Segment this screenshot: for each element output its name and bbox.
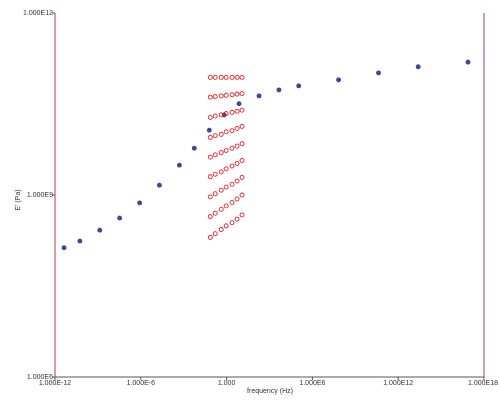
data-point: [229, 200, 235, 206]
data-point: [137, 200, 143, 206]
data-point: [415, 64, 421, 70]
data-point: [256, 93, 262, 99]
data-point: [229, 145, 235, 151]
data-point: [239, 91, 245, 97]
data-point: [218, 131, 224, 137]
data-point: [229, 128, 235, 134]
data-point: [234, 126, 240, 131]
data-point: [218, 187, 224, 193]
y-axis-label: E' (Pa): [15, 189, 22, 210]
data-point: [207, 214, 213, 220]
data-point: [212, 152, 218, 158]
x-tick-label: 1.000E18: [468, 380, 498, 387]
data-point: [239, 107, 245, 113]
data-point: [234, 216, 240, 222]
data-point: [61, 245, 67, 251]
data-point: [77, 238, 83, 244]
data-point: [176, 162, 182, 168]
data-point: [156, 182, 162, 188]
data-point: [239, 192, 245, 198]
data-point: [218, 169, 224, 175]
data-point: [223, 166, 229, 172]
data-point: [212, 210, 218, 216]
data-point: [296, 83, 302, 89]
data-point: [239, 141, 245, 147]
data-point: [223, 148, 229, 154]
x-tick-label: 1.000E6: [299, 380, 325, 387]
data-point: [212, 74, 218, 80]
data-point: [218, 150, 224, 156]
data-point: [207, 134, 213, 140]
data-point: [218, 206, 224, 212]
x-tick-label: 1.000E-12: [39, 380, 71, 387]
data-point: [212, 94, 218, 99]
data-point: [218, 74, 224, 80]
data-point: [223, 184, 229, 190]
data-point: [234, 74, 240, 80]
data-point: [212, 133, 218, 139]
data-point: [97, 227, 103, 233]
data-point: [207, 74, 213, 80]
data-point: [218, 93, 224, 99]
data-point: [117, 215, 123, 221]
data-point: [239, 123, 245, 129]
y-tick-label: 1.000E9: [27, 192, 53, 199]
data-point: [218, 227, 224, 232]
data-point: [223, 92, 229, 98]
data-point: [229, 163, 235, 169]
data-point: [236, 101, 242, 107]
data-point: [223, 203, 229, 209]
data-point: [218, 112, 224, 118]
data-point: [234, 161, 240, 166]
data-point: [212, 231, 218, 237]
data-point: [234, 178, 240, 184]
data-point: [229, 220, 235, 226]
data-point: [234, 108, 240, 114]
data-point: [206, 127, 212, 133]
data-point: [191, 145, 197, 151]
data-point: [229, 74, 235, 80]
data-point: [465, 59, 471, 65]
data-point: [234, 143, 240, 149]
data-point: [376, 70, 381, 76]
data-point: [234, 91, 240, 97]
data-point: [223, 223, 229, 229]
data-point: [229, 181, 235, 187]
data-point: [207, 234, 213, 240]
data-point: [239, 174, 245, 180]
data-point: [239, 158, 245, 163]
data-point: [223, 111, 229, 117]
y-tick-label: 1.000E12: [23, 10, 53, 17]
data-point: [212, 191, 218, 197]
x-tick-label: 1.000E12: [383, 380, 413, 387]
data-point: [207, 114, 213, 120]
data-point: [207, 154, 213, 160]
data-point: [239, 212, 245, 218]
data-point: [229, 92, 235, 98]
data-point: [229, 109, 235, 115]
x-axis-label: frequency (Hz): [247, 388, 293, 395]
data-point: [234, 196, 240, 202]
data-point: [276, 87, 282, 93]
data-point: [207, 94, 213, 100]
data-point: [223, 129, 229, 135]
data-point: [212, 113, 218, 119]
x-tick-label: 1.000: [218, 380, 236, 387]
y-tick-label: 1.000E6: [27, 374, 53, 381]
x-tick-label: 1.000E-6: [127, 380, 156, 387]
data-point: [239, 74, 245, 80]
data-point: [207, 194, 213, 200]
data-point: [336, 77, 342, 83]
data-point: [223, 74, 229, 80]
data-point: [212, 171, 218, 177]
data-point: [207, 174, 213, 180]
